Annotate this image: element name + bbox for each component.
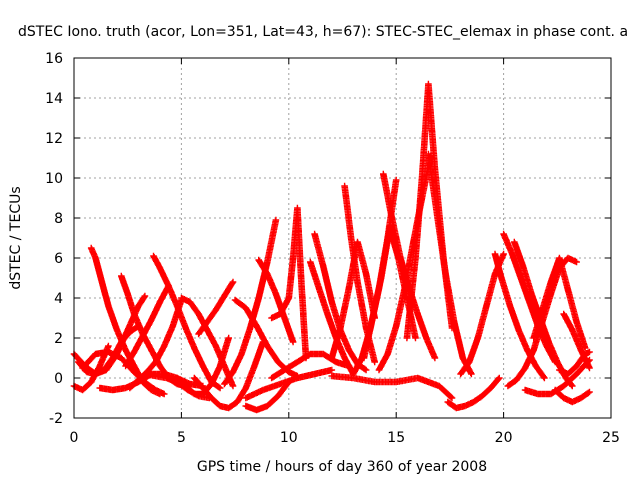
series-16 — [221, 216, 280, 388]
x-tick-label: 10 — [280, 430, 298, 446]
series-marks — [173, 334, 232, 398]
series-33 — [328, 372, 456, 402]
series-34 — [444, 374, 503, 412]
series-32 — [425, 150, 475, 378]
plot-frame — [73, 57, 612, 419]
y-tick-label: 10 — [45, 171, 63, 187]
series-marks — [242, 366, 336, 402]
series-14 — [191, 338, 267, 412]
series-44 — [560, 310, 593, 372]
y-tick-label: 8 — [54, 211, 63, 227]
series-19 — [242, 378, 293, 414]
series-marks — [268, 350, 353, 382]
series-marks — [551, 386, 593, 406]
series-marks — [560, 310, 593, 372]
y-tick-labels: -2 0 2 4 6 8 10 12 14 16 — [45, 51, 63, 427]
y-axis-label: dSTEC / TECUs — [8, 186, 24, 289]
y-tick-label: 4 — [54, 291, 63, 307]
series-22 — [268, 350, 353, 382]
series-21 — [242, 366, 336, 402]
series-marks — [268, 204, 310, 362]
series-15 — [195, 278, 237, 338]
series-42 — [551, 386, 593, 406]
series-marks — [221, 216, 280, 388]
series-40 — [530, 254, 589, 352]
y-tick-label: 2 — [54, 331, 63, 347]
x-tick-labels: 0 5 10 15 20 25 — [70, 430, 620, 446]
x-axis-label: GPS time / hours of day 360 of year 2008 — [197, 459, 487, 475]
y-tick-label: -2 — [49, 411, 63, 427]
series-marks — [530, 254, 589, 352]
x-tick-label: 25 — [602, 430, 620, 446]
series-8 — [122, 282, 172, 370]
y-tick-label: 6 — [54, 251, 63, 267]
y-tick-label: 14 — [45, 91, 63, 107]
series-marks — [191, 338, 267, 412]
series-10 — [150, 252, 224, 392]
series-marks — [425, 150, 475, 378]
axis-ticks — [73, 57, 612, 419]
series-marks — [195, 278, 237, 338]
series-20 — [268, 204, 310, 362]
series-13 — [173, 334, 232, 398]
series-marks — [328, 372, 456, 402]
series-marks — [122, 282, 172, 370]
series-marks — [242, 378, 293, 414]
data-marks — [70, 80, 593, 414]
x-tick-label: 0 — [70, 430, 79, 446]
y-tick-label: 0 — [54, 371, 63, 387]
series-marks — [150, 252, 224, 392]
x-tick-label: 15 — [387, 430, 405, 446]
chart-title: dSTEC Iono. truth (acor, Lon=351, Lat=43… — [18, 24, 628, 40]
series-marks — [444, 374, 503, 412]
x-tick-label: 20 — [495, 430, 513, 446]
y-tick-label: 16 — [45, 51, 63, 67]
x-tick-label: 5 — [177, 430, 186, 446]
y-tick-label: 12 — [45, 131, 63, 147]
